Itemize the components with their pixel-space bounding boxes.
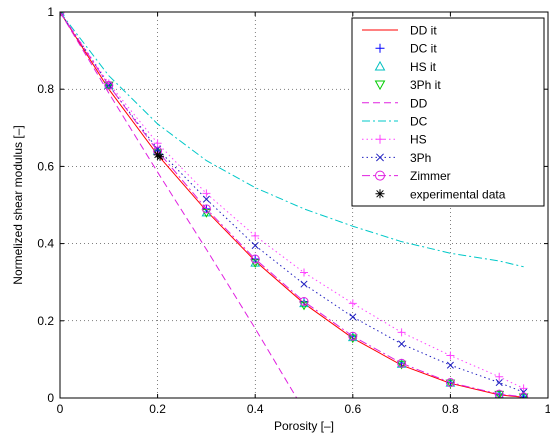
x-tick-label: 0.4 — [247, 402, 264, 416]
x-tick-label: 0.8 — [442, 402, 459, 416]
x-tick-label: 0.2 — [149, 402, 166, 416]
y-tick-label: 0.4 — [37, 237, 54, 251]
legend-label: DC it — [410, 42, 437, 56]
legend-label: DC — [410, 115, 428, 129]
legend-label: HS — [410, 133, 427, 147]
legend-label: 3Ph — [410, 151, 431, 165]
x-axis-label: Porosity [–] — [274, 419, 334, 433]
x-tick-label: 1 — [545, 402, 550, 416]
legend-label: experimental data — [410, 187, 506, 201]
legend-label: DD it — [410, 24, 437, 38]
marker-asterisk — [376, 189, 385, 198]
y-tick-label: 0.8 — [37, 82, 54, 96]
y-axis-label: Normelized shear modulus [–] — [11, 125, 25, 284]
y-tick-label: 0.6 — [37, 159, 54, 173]
legend-label: 3Ph it — [410, 78, 441, 92]
legend-label: Zimmer — [410, 169, 451, 183]
y-tick-label: 0 — [47, 391, 54, 405]
x-tick-label: 0.6 — [344, 402, 361, 416]
y-tick-label: 1 — [47, 5, 54, 19]
x-tick-label: 0 — [57, 402, 64, 416]
marker-asterisk — [156, 153, 164, 161]
y-tick-label: 0.2 — [37, 314, 54, 328]
legend-label: DD — [410, 96, 428, 110]
legend: DD it DC it HS it 3Ph it DD DC HS 3Ph Zimmer expe… — [352, 18, 544, 206]
legend-label: HS it — [410, 60, 437, 74]
